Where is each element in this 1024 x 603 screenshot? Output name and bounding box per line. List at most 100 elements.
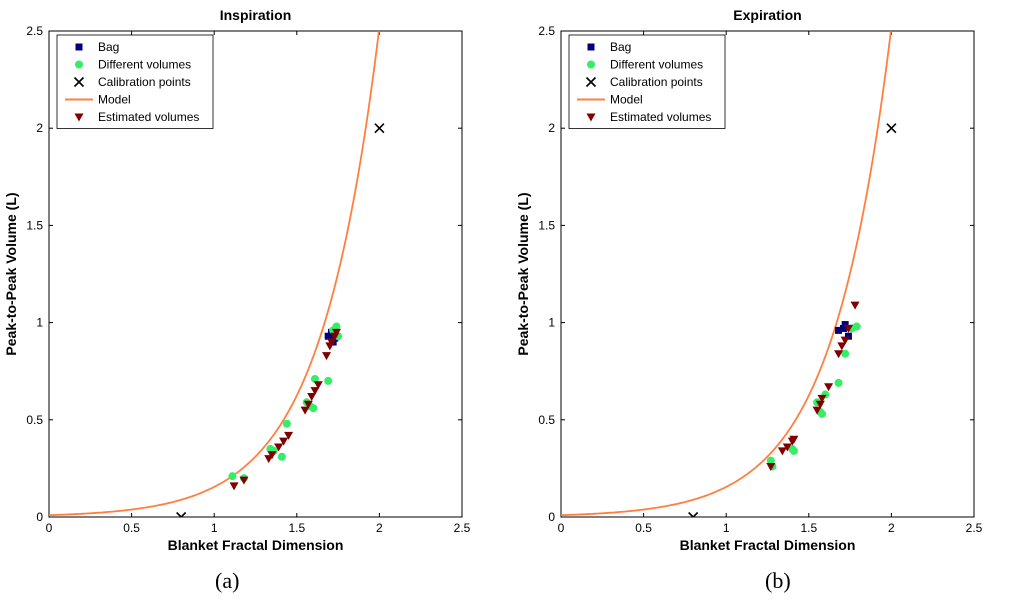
legend-marker-calibration-points <box>585 76 597 88</box>
calibration-points-point <box>886 123 897 134</box>
plot-marks <box>49 31 385 517</box>
panel-label-b: (b) <box>765 568 791 593</box>
estimated-volumes-point <box>837 342 847 351</box>
legend-label-calibration-points: Calibration points <box>610 75 703 89</box>
estimated-volumes-point <box>300 406 310 415</box>
calibration-points-point <box>688 511 699 517</box>
estimated-volumes-point <box>834 350 844 359</box>
y-tick-label: 1.5 <box>26 218 43 232</box>
estimated-volumes-point <box>310 387 320 396</box>
inspiration-chart: 0 0.5 1 1.5 2 2.5 0 0.5 1 1.5 2 2.5 Inspiration Blank… <box>3 7 471 553</box>
x-tick-label: 0.5 <box>123 521 140 535</box>
y-axis-label: Peak-to-Peak Volume (L) <box>3 192 19 355</box>
estimated-volumes-point <box>789 435 799 444</box>
legend-marker-different-volumes <box>587 60 595 69</box>
different-volumes-point <box>309 404 318 413</box>
estimated-volumes-point <box>229 482 239 491</box>
y-tick-label: 2 <box>36 121 43 135</box>
x-axis-label: Blanket Fractal Dimension <box>680 537 856 553</box>
y-tick-label: 0.5 <box>26 413 43 427</box>
different-volumes-point <box>818 409 827 418</box>
legend-marker-bag <box>75 43 83 51</box>
legend-box <box>56 34 214 129</box>
legend-label-bag: Bag <box>98 40 119 54</box>
x-tick-label: 1.5 <box>800 521 817 535</box>
legend-marker-estimated-volumes <box>586 113 596 122</box>
x-tick-label: 0 <box>558 521 565 535</box>
legend-label-calibration-points: Calibration points <box>98 75 191 89</box>
different-volumes-point <box>852 322 861 331</box>
legend-marker-different-volumes <box>75 60 83 69</box>
x-tick-label: 0.5 <box>635 521 652 535</box>
series-estimated-volumes <box>766 301 860 471</box>
different-volumes-point <box>324 376 333 385</box>
y-tick-label: 2.5 <box>538 24 555 38</box>
y-tick-label: 0.5 <box>538 413 555 427</box>
series-calibration-points <box>688 123 897 517</box>
different-volumes-point <box>228 472 237 481</box>
legend: Bag Different volumes Calibration points Mo… <box>568 34 726 129</box>
legend-label-model: Model <box>98 93 131 107</box>
y-tick-label: 1 <box>548 316 555 330</box>
model-curve <box>561 31 892 517</box>
estimated-volumes-point <box>840 336 850 345</box>
plot-marks <box>561 31 897 517</box>
legend-marker-bag <box>587 43 595 51</box>
x-tick-label: 2 <box>376 521 383 535</box>
x-tick-label: 2.5 <box>454 521 471 535</box>
estimated-volumes-point <box>782 443 792 452</box>
estimated-volumes-point <box>815 400 825 409</box>
legend: Bag Different volumes Calibration points Mo… <box>56 34 214 129</box>
estimated-volumes-point <box>284 431 294 440</box>
different-volumes-point <box>789 446 798 455</box>
estimated-volumes-point <box>824 383 834 392</box>
model-curve <box>49 31 380 517</box>
chart-title: Expiration <box>733 7 801 23</box>
estimated-volumes-point <box>326 338 336 347</box>
calibration-points-point <box>374 123 385 134</box>
legend-label-bag: Bag <box>610 40 631 54</box>
x-tick-label: 1 <box>211 521 218 535</box>
estimated-volumes-point <box>239 476 249 485</box>
y-axis: 0 0.5 1 1.5 2 2.5 <box>538 24 974 524</box>
estimated-volumes-point <box>812 406 822 415</box>
estimated-volumes-point <box>331 328 341 337</box>
legend-marker-estimated-volumes <box>74 113 84 122</box>
calibration-points-point <box>176 511 187 517</box>
bag-point <box>835 326 843 334</box>
legend-label-different-volumes: Different volumes <box>98 58 191 72</box>
estimated-volumes-point <box>843 324 853 333</box>
x-axis-label: Blanket Fractal Dimension <box>168 537 344 553</box>
estimated-volumes-point <box>303 400 313 409</box>
different-volumes-point <box>834 378 843 387</box>
y-tick-label: 2 <box>548 121 555 135</box>
y-tick-label: 2.5 <box>26 24 43 38</box>
y-tick-label: 1.5 <box>538 218 555 232</box>
estimated-volumes-point <box>313 381 323 390</box>
bag-point <box>844 332 852 340</box>
different-volumes-point <box>841 349 850 358</box>
different-volumes-point <box>310 374 319 383</box>
panel-label-a: (a) <box>215 568 240 593</box>
x-tick-label: 2.5 <box>966 521 983 535</box>
series-estimated-volumes <box>229 328 341 491</box>
estimated-volumes-point <box>850 301 860 310</box>
x-tick-label: 2 <box>888 521 895 535</box>
estimated-volumes-point <box>777 447 787 456</box>
legend-label-different-volumes: Different volumes <box>610 58 703 72</box>
y-tick-label: 1 <box>36 316 43 330</box>
bag-point <box>841 321 849 329</box>
estimated-volumes-point <box>766 462 776 471</box>
x-axis: 0 0.5 1 1.5 2 2.5 <box>46 31 471 535</box>
x-tick-label: 0 <box>46 521 53 535</box>
bag-point <box>324 332 332 340</box>
y-axis: 0 0.5 1 1.5 2 2.5 <box>26 24 462 524</box>
estimated-volumes-point <box>274 443 284 452</box>
different-volumes-point <box>282 419 291 428</box>
series-bag <box>835 321 852 340</box>
y-axis-label: Peak-to-Peak Volume (L) <box>515 192 531 355</box>
x-tick-label: 1.5 <box>288 521 305 535</box>
estimated-volumes-point <box>322 352 332 361</box>
y-tick-label: 0 <box>548 510 555 524</box>
